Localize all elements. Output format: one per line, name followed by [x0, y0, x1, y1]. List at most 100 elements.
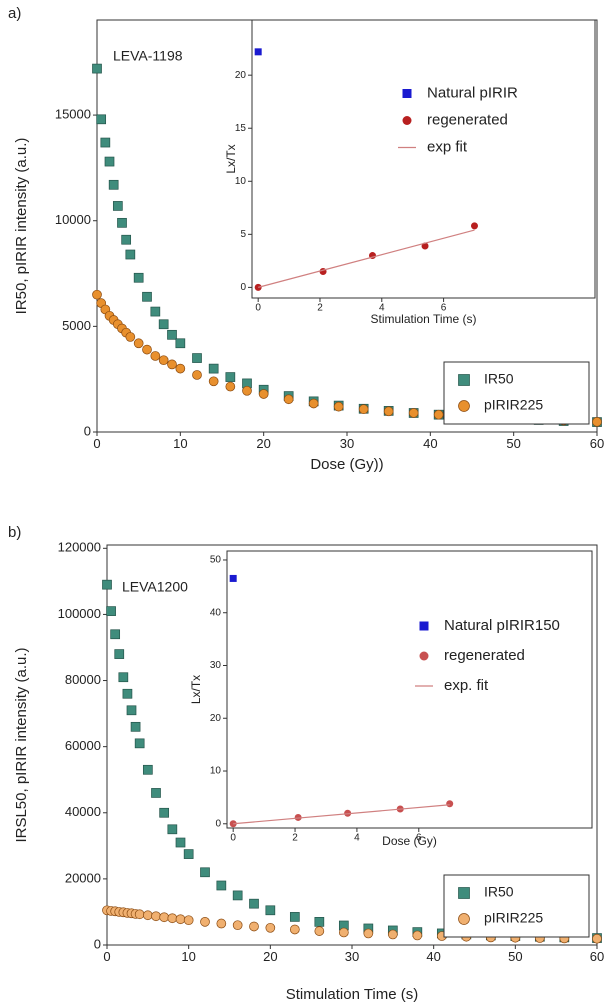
- legend-label: Natural pIRIR: [427, 84, 518, 101]
- x-tick-label: 6: [416, 833, 422, 844]
- data-point: [158, 319, 169, 330]
- x-axis-label: Dose (Gy): [382, 834, 437, 848]
- x-tick-label: 10: [181, 949, 195, 964]
- legend-marker: [419, 651, 429, 661]
- data-point: [151, 911, 161, 922]
- y-axis-label: IR50, pIRIR intensity (a.u.): [13, 138, 30, 315]
- data-point: [314, 926, 325, 936]
- x-tick-label: 4: [379, 303, 385, 314]
- y-tick-label: 20: [235, 70, 247, 81]
- data-point: [294, 813, 302, 821]
- data-point: [175, 837, 186, 848]
- legend-marker: [419, 621, 429, 631]
- data-point: [358, 404, 369, 415]
- data-point: [122, 688, 133, 699]
- data-point: [126, 705, 137, 716]
- data-point: [242, 385, 252, 396]
- legend-marker: [458, 887, 470, 899]
- panel-label: b): [8, 524, 21, 541]
- data-point: [150, 351, 161, 361]
- data-point: [446, 800, 454, 808]
- data-point: [363, 928, 374, 939]
- y-tick-label: 40000: [65, 804, 101, 819]
- data-point: [175, 338, 186, 349]
- x-tick-label: 10: [173, 436, 187, 451]
- legend-box: [443, 874, 590, 938]
- data-point: [192, 370, 202, 380]
- data-point: [158, 355, 169, 366]
- y-tick-label: 20: [210, 713, 222, 724]
- data-point: [102, 579, 112, 590]
- y-tick-label: 5: [240, 229, 246, 240]
- legend-label: pIRIR225: [484, 397, 543, 413]
- panel-label: a): [8, 5, 21, 22]
- data-point: [112, 201, 123, 211]
- y-tick-label: 20000: [65, 870, 101, 885]
- data-point: [100, 137, 111, 148]
- y-tick-label: 0: [240, 282, 246, 293]
- x-tick-label: 2: [317, 303, 323, 314]
- data-point: [208, 376, 219, 387]
- legend-label: Natural pIRIR150: [444, 617, 560, 634]
- data-point: [289, 912, 300, 922]
- data-point: [142, 291, 152, 302]
- data-point: [433, 409, 444, 420]
- inset-frame: [226, 550, 593, 829]
- data-point: [200, 867, 210, 878]
- y-tick-label: 80000: [65, 672, 101, 687]
- data-point: [118, 672, 129, 683]
- data-point: [333, 401, 344, 412]
- data-point: [208, 363, 219, 374]
- legend-label: exp fit: [427, 138, 468, 155]
- legend-marker: [458, 374, 470, 386]
- y-axis-label: Lx/Tx: [189, 675, 203, 704]
- data-point: [192, 353, 202, 363]
- x-tick-label: 0: [230, 833, 236, 844]
- data-point: [249, 921, 259, 932]
- data-point: [159, 912, 170, 923]
- legend-label: IR50: [484, 884, 514, 900]
- data-point: [142, 764, 153, 775]
- data-point: [130, 721, 141, 732]
- x-tick-label: 50: [508, 949, 522, 964]
- data-point: [338, 927, 349, 938]
- fit-line: [233, 804, 450, 825]
- data-point: [133, 338, 144, 349]
- y-tick-label: 100000: [58, 606, 101, 621]
- data-point: [142, 344, 152, 355]
- y-tick-label: 15000: [55, 107, 91, 122]
- x-tick-label: 40: [426, 949, 440, 964]
- data-point: [289, 924, 300, 935]
- data-point: [151, 788, 161, 798]
- sample-label: LEVA-1198: [113, 48, 183, 64]
- data-point: [134, 909, 145, 920]
- data-point: [134, 738, 145, 749]
- x-tick-label: 50: [506, 436, 520, 451]
- data-point: [216, 918, 227, 929]
- inset-frame: [251, 19, 596, 299]
- y-tick-label: 5000: [62, 318, 91, 333]
- data-point: [167, 359, 177, 370]
- y-tick-label: 10: [235, 176, 247, 187]
- x-tick-label: 6: [441, 303, 447, 314]
- data-point: [225, 381, 236, 392]
- y-tick-label: 10: [210, 766, 222, 777]
- data-point: [125, 249, 136, 260]
- legend-label: regenerated: [427, 111, 508, 128]
- data-point: [308, 398, 319, 409]
- x-axis-label: Stimulation Time (s): [370, 312, 476, 326]
- data-point: [96, 114, 107, 125]
- y-tick-label: 30: [210, 660, 222, 671]
- y-tick-label: 60000: [65, 738, 101, 753]
- data-point: [408, 408, 419, 418]
- y-tick-label: 0: [215, 818, 221, 829]
- data-point: [383, 406, 394, 417]
- data-point: [92, 289, 102, 300]
- data-point: [117, 217, 127, 228]
- data-point: [283, 394, 294, 405]
- y-tick-label: 0: [94, 936, 101, 951]
- data-point: [110, 629, 121, 640]
- data-point: [92, 63, 102, 74]
